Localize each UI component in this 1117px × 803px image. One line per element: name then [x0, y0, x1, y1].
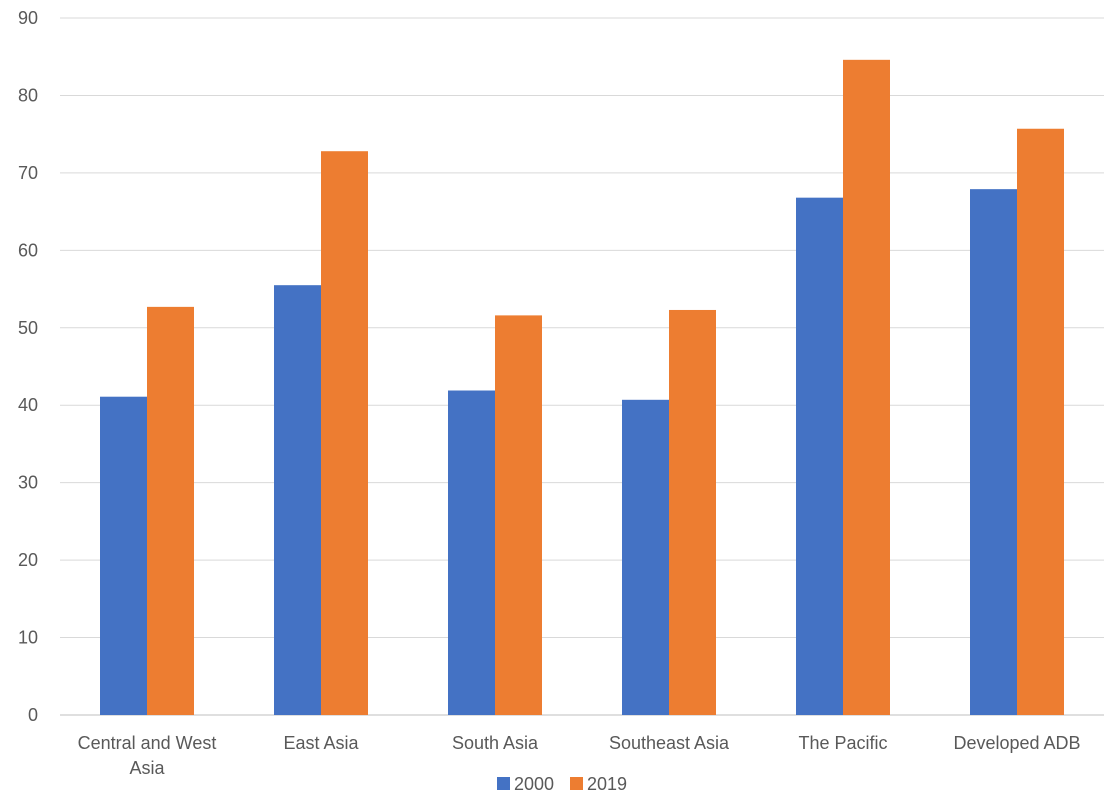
x-axis: Central and West Asia East Asia South Asia S…: [78, 733, 1081, 778]
x-tick-label-line: South Asia: [452, 733, 539, 753]
bar-2000-5: [970, 189, 1017, 715]
x-tick-label-line: The Pacific: [798, 733, 887, 753]
x-tick-label-line: Developed ADB: [953, 733, 1080, 753]
x-tick-label: East Asia: [283, 733, 359, 753]
bar-2000-4: [796, 197, 843, 715]
y-tick-label: 0: [28, 705, 38, 725]
y-tick-label: 40: [18, 395, 38, 415]
bar-2000-1: [274, 285, 321, 715]
bar-2019-1: [321, 151, 368, 715]
bar-2019-5: [1017, 128, 1064, 716]
x-tick-label-line: Southeast Asia: [609, 733, 730, 753]
x-tick-label-line: Central and West: [78, 733, 217, 753]
bar-2019-3: [669, 309, 716, 715]
legend-label: 2000: [514, 774, 554, 794]
y-tick-label: 30: [18, 473, 38, 493]
x-tick-label: Southeast Asia: [609, 733, 730, 753]
y-tick-label: 60: [18, 240, 38, 260]
x-tick-label-line: East Asia: [283, 733, 359, 753]
y-tick-label: 90: [18, 8, 38, 28]
legend: 2000 2019: [497, 774, 627, 794]
bar-2019-2: [495, 315, 542, 715]
gridlines: [60, 17, 1104, 716]
legend-swatch-2019: [570, 777, 583, 790]
y-tick-label: 10: [18, 628, 38, 648]
bar-2019-0: [147, 306, 194, 715]
bars: [100, 59, 1064, 716]
x-tick-label: South Asia: [452, 733, 539, 753]
x-tick-label-line: Asia: [129, 758, 165, 778]
y-tick-label: 50: [18, 318, 38, 338]
legend-swatch-2000: [497, 777, 510, 790]
bar-2000-0: [100, 396, 147, 715]
y-tick-label: 70: [18, 163, 38, 183]
bar-2000-3: [622, 399, 669, 715]
legend-label: 2019: [587, 774, 627, 794]
bar-2000-2: [448, 390, 495, 715]
x-tick-label: Central and West Asia: [78, 733, 217, 778]
x-tick-label: Developed ADB: [953, 733, 1080, 753]
bar-2019-4: [843, 59, 890, 715]
x-tick-label: The Pacific: [798, 733, 887, 753]
y-axis: 0 10 20 30 40 50 60 70 80 90: [18, 8, 38, 725]
y-tick-label: 80: [18, 85, 38, 105]
y-tick-label: 20: [18, 550, 38, 570]
